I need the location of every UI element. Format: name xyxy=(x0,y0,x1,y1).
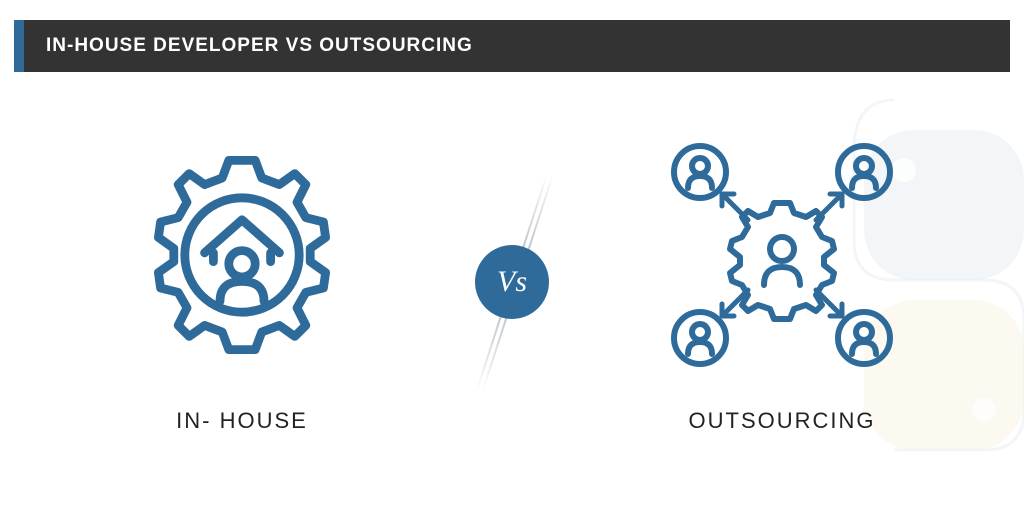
inhouse-panel: IN- HOUSE xyxy=(52,130,432,434)
inhouse-icon-wrap xyxy=(132,130,352,380)
vs-label: Vs xyxy=(497,265,527,299)
inhouse-label: IN- HOUSE xyxy=(176,408,308,434)
header-accent xyxy=(14,20,24,72)
outsourcing-label: OUTSOURCING xyxy=(689,408,876,434)
gear-house-person-icon xyxy=(132,145,352,365)
outsourcing-icon-wrap xyxy=(652,130,912,380)
content: IN- HOUSE Vs xyxy=(0,82,1024,482)
vs-badge: Vs xyxy=(475,245,549,319)
header-title: IN-HOUSE DEVELOPER VS OUTSOURCING xyxy=(46,35,473,57)
vs-divider: Vs xyxy=(432,152,592,412)
outsourcing-panel: OUTSOURCING xyxy=(592,130,972,434)
header-title-bar: IN-HOUSE DEVELOPER VS OUTSOURCING xyxy=(24,20,1010,72)
gear-team-network-icon xyxy=(652,130,912,380)
header: IN-HOUSE DEVELOPER VS OUTSOURCING xyxy=(14,20,1010,72)
